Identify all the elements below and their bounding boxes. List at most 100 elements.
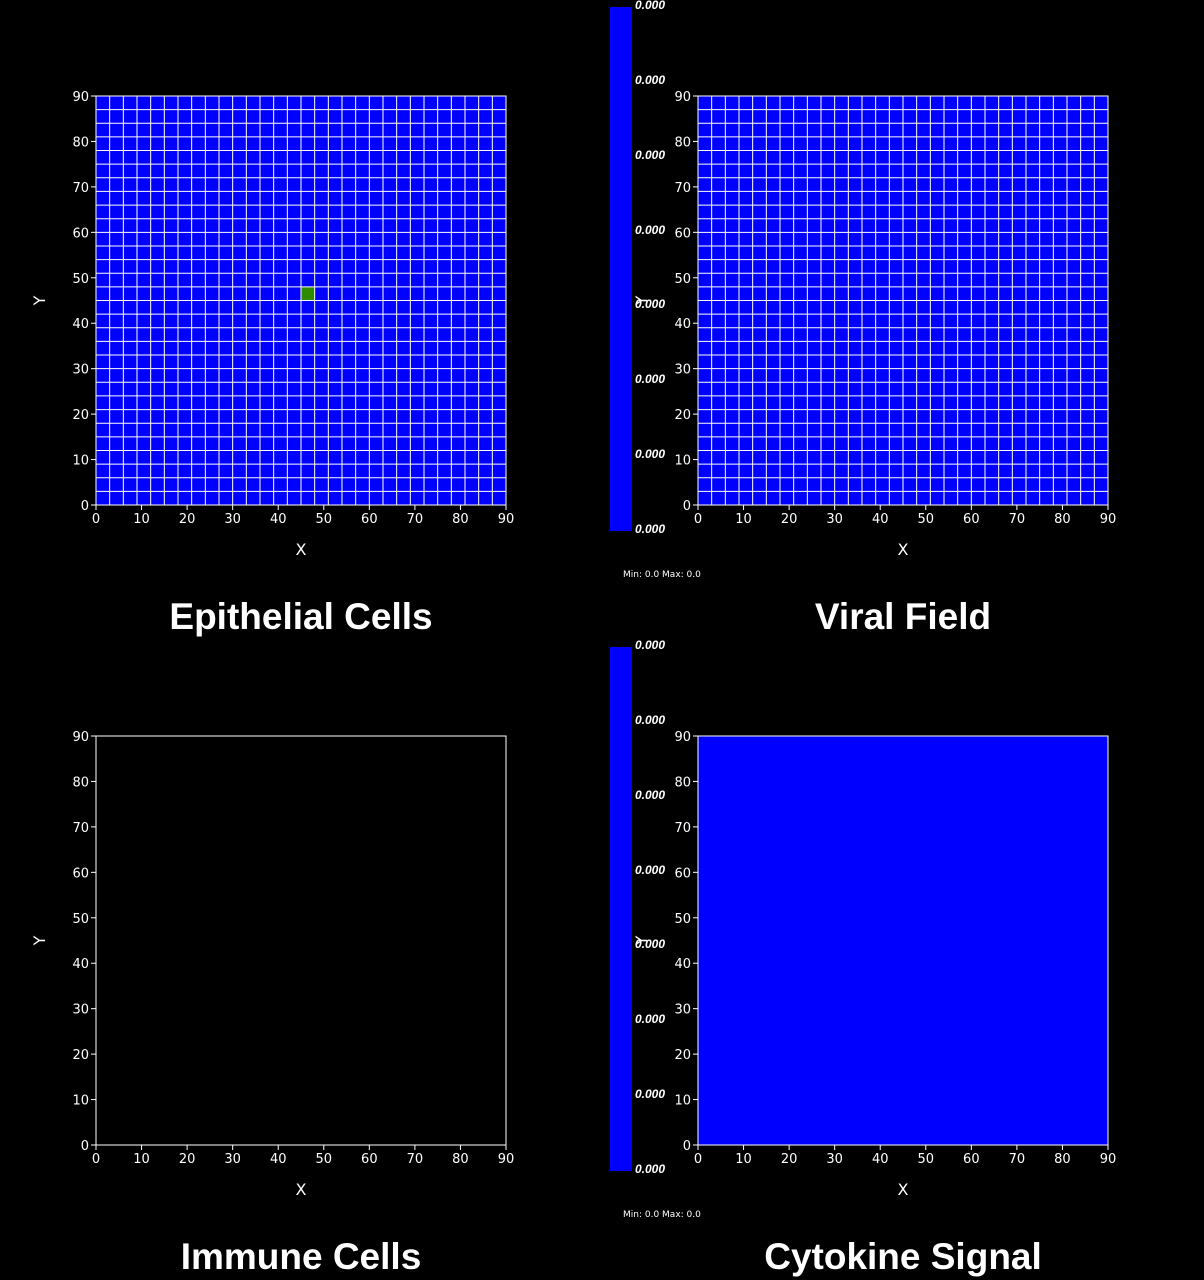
x-tick-label: 20 bbox=[179, 1152, 196, 1167]
y-tick-label: 60 bbox=[72, 866, 89, 881]
panel-title: Cytokine Signal bbox=[764, 1236, 1042, 1277]
colorbar-tick-label: 0.000 bbox=[635, 1087, 666, 1102]
x-tick-label: 30 bbox=[826, 512, 843, 527]
y-tick-label: 70 bbox=[72, 821, 89, 836]
y-tick-label: 80 bbox=[72, 775, 89, 790]
x-tick-label: 0 bbox=[694, 1152, 702, 1167]
x-tick-label: 0 bbox=[92, 512, 100, 527]
y-tick-label: 0 bbox=[81, 1139, 89, 1154]
viral-plot: 00 10 10 20 20 30 30 40 40 50 50 60 60 70 70 80 80 90 90 X Y bbox=[632, 90, 1116, 559]
immune-plot: 00 10 10 20 20 30 30 40 40 50 50 60 60 70 70 80 80 90 90 X Y bbox=[30, 730, 514, 1199]
cytokine-plot: 00 10 10 20 20 30 30 40 40 50 50 60 60 70 70 80 80 90 90 X Y bbox=[632, 730, 1116, 1199]
y-tick-label: 40 bbox=[72, 957, 89, 972]
x-tick-label: 40 bbox=[872, 512, 889, 527]
x-tick-label: 90 bbox=[498, 512, 515, 527]
colorbar-tick-label: 0.000 bbox=[635, 787, 666, 802]
x-tick-label: 40 bbox=[872, 1152, 889, 1167]
colorbar-tick-label: 0.000 bbox=[635, 937, 666, 952]
y-tick-label: 90 bbox=[674, 90, 691, 105]
colorbar-tick-label: 0.000 bbox=[635, 297, 666, 312]
x-tick-label: 60 bbox=[361, 1152, 378, 1167]
x-tick-label: 50 bbox=[316, 1152, 333, 1167]
y-tick-label: 30 bbox=[72, 363, 89, 378]
plot-area bbox=[96, 736, 506, 1145]
x-axis-label: X bbox=[296, 1180, 307, 1199]
x-axis-label: X bbox=[898, 540, 909, 559]
y-tick-label: 20 bbox=[72, 408, 89, 423]
panel-title: Viral Field bbox=[814, 596, 992, 637]
x-tick-label: 20 bbox=[781, 1152, 798, 1167]
colorbar-tick-label: 0.000 bbox=[635, 372, 666, 387]
x-tick-label: 50 bbox=[918, 1152, 935, 1167]
y-tick-label: 0 bbox=[81, 499, 89, 514]
colorbar-tick-label: 0.000 bbox=[635, 712, 666, 727]
y-tick-label: 70 bbox=[72, 181, 89, 196]
plot-frame bbox=[95, 735, 507, 1146]
y-tick-label: 40 bbox=[674, 317, 691, 332]
x-tick-label: 70 bbox=[1009, 1152, 1026, 1167]
y-tick-label: 30 bbox=[674, 1003, 691, 1018]
y-tick-label: 80 bbox=[674, 135, 691, 150]
x-tick-label: 40 bbox=[270, 1152, 287, 1167]
plot-frame bbox=[697, 735, 1109, 1146]
y-axis-label: Y bbox=[632, 935, 651, 946]
panel-cytokine-signal: 0 0 10 10 20 20 30 30 40 40 50 50 60 60 70 70 80 80 90 90 X Y… bbox=[602, 638, 1204, 1280]
colorbar-tick-label: 0.000 bbox=[635, 862, 666, 877]
x-tick-label: 10 bbox=[735, 1152, 752, 1167]
x-tick-label: 40 bbox=[270, 512, 287, 527]
y-tick-label: 50 bbox=[72, 912, 89, 927]
y-tick-label: 30 bbox=[72, 1003, 89, 1018]
colorbar-tick-label: 0.000 bbox=[635, 222, 666, 237]
y-tick-label: 10 bbox=[674, 454, 691, 469]
y-tick-label: 60 bbox=[674, 866, 691, 881]
y-tick-label: 90 bbox=[72, 90, 89, 105]
cytokine-colorbar bbox=[610, 647, 632, 1171]
y-axis-label: Y bbox=[632, 295, 651, 306]
y-tick-label: 40 bbox=[674, 957, 691, 972]
x-tick-label: 80 bbox=[1054, 1152, 1071, 1167]
x-tick-label: 60 bbox=[361, 512, 378, 527]
colorbar-tick-label: 0.000 bbox=[635, 447, 666, 462]
colorbar-tick-label: 0.000 bbox=[635, 1162, 666, 1176]
y-tick-label: 30 bbox=[674, 363, 691, 378]
panel-title: Epithelial Cells bbox=[169, 596, 433, 637]
x-axis-label: X bbox=[296, 540, 307, 559]
colorbar-tick-label: 0.000 bbox=[635, 1012, 666, 1027]
x-tick-label: 0 bbox=[694, 512, 702, 527]
y-tick-label: 50 bbox=[72, 272, 89, 287]
panel-epithelial-cells: 0 0 10 10 20 20 30 30 40 40 50 50 60 60 70 70 80 80 90 90 X Y… bbox=[0, 0, 602, 640]
x-tick-label: 30 bbox=[224, 512, 241, 527]
y-tick-label: 50 bbox=[674, 272, 691, 287]
x-tick-label: 60 bbox=[963, 1152, 980, 1167]
y-axis-label: Y bbox=[30, 295, 49, 306]
viral-colorbar bbox=[610, 7, 632, 531]
y-tick-label: 40 bbox=[72, 317, 89, 332]
y-tick-label: 20 bbox=[674, 1048, 691, 1063]
colorbar-tick-label: 0.000 bbox=[635, 638, 666, 652]
y-tick-label: 60 bbox=[674, 226, 691, 241]
y-tick-label: 90 bbox=[72, 730, 89, 745]
x-tick-label: 60 bbox=[963, 512, 980, 527]
panel-immune-cells: 0 0 10 10 20 20 30 30 40 40 50 50 60 60 70 70 80 80 90 90 X Y… bbox=[0, 640, 602, 1280]
colorbar-tick-label: 0.000 bbox=[635, 72, 666, 87]
y-tick-label: 20 bbox=[674, 408, 691, 423]
epithelial-plot: 00 10 10 20 20 30 30 40 40 50 50 60 60 70 70 80 80 90 90 X Y bbox=[30, 90, 515, 559]
x-tick-label: 70 bbox=[407, 512, 424, 527]
y-tick-label: 0 bbox=[683, 499, 691, 514]
x-tick-label: 80 bbox=[452, 512, 469, 527]
x-tick-label: 70 bbox=[1009, 512, 1026, 527]
y-tick-label: 10 bbox=[72, 454, 89, 469]
y-tick-label: 80 bbox=[674, 775, 691, 790]
y-tick-label: 0 bbox=[683, 1139, 691, 1154]
colorbar-tick-label: 0.000 bbox=[635, 0, 666, 12]
x-tick-label: 0 bbox=[92, 1152, 100, 1167]
x-tick-label: 10 bbox=[133, 1152, 150, 1167]
x-tick-label: 20 bbox=[179, 512, 196, 527]
x-tick-label: 20 bbox=[781, 512, 798, 527]
y-tick-label: 10 bbox=[72, 1094, 89, 1109]
x-tick-label: 70 bbox=[407, 1152, 424, 1167]
y-tick-label: 70 bbox=[674, 821, 691, 836]
x-tick-label: 50 bbox=[316, 512, 333, 527]
x-tick-label: 80 bbox=[1054, 512, 1071, 527]
y-tick-label: 50 bbox=[674, 912, 691, 927]
